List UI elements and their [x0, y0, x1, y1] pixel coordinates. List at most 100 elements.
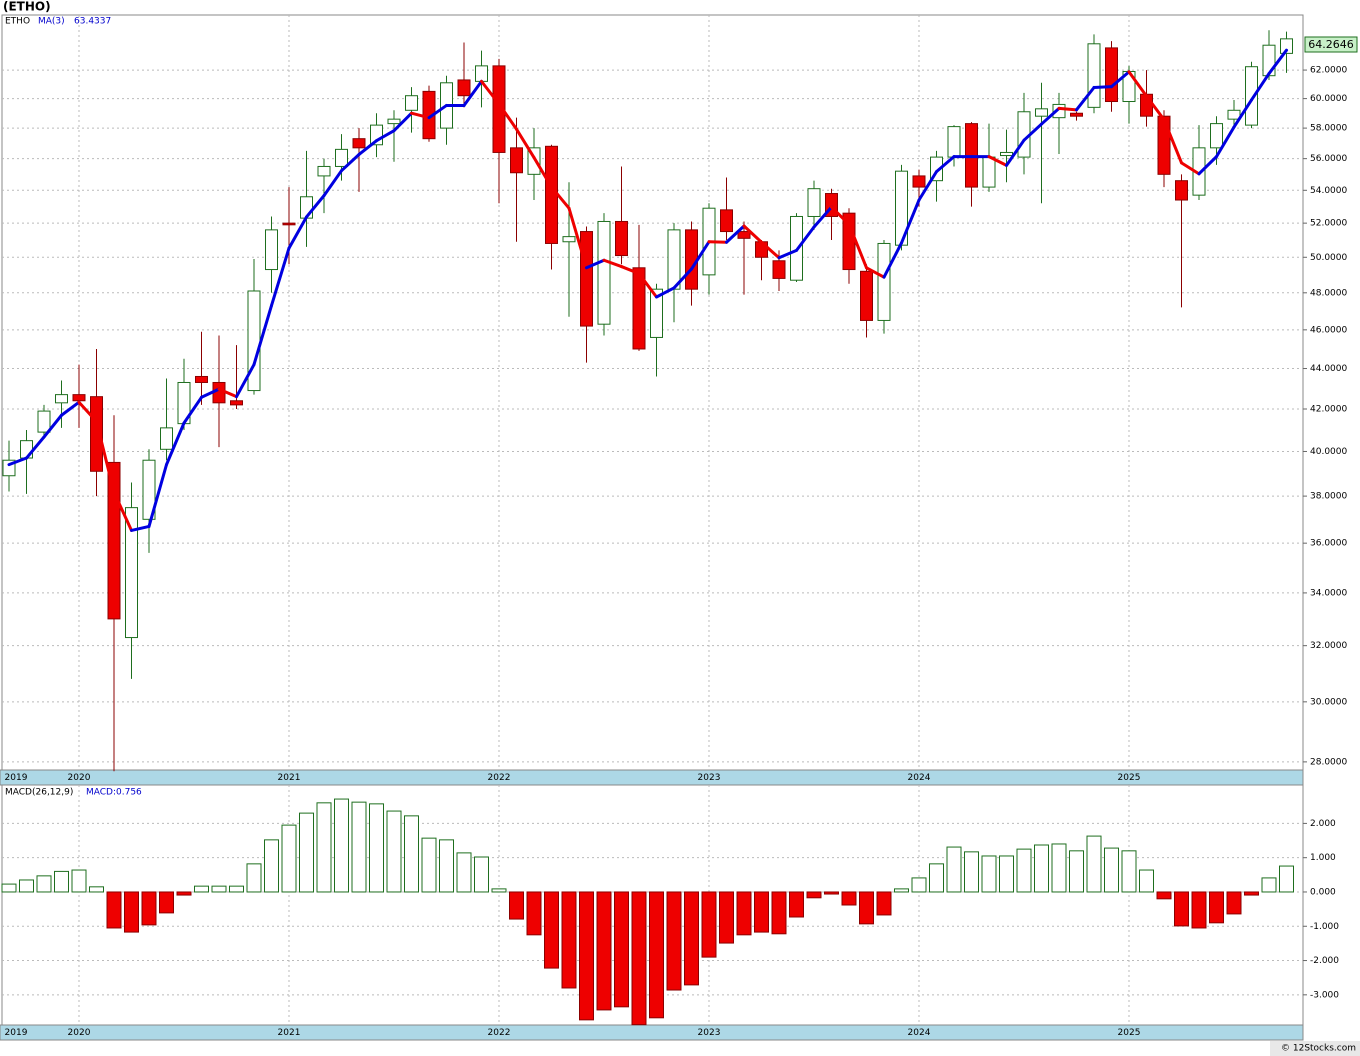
- ma-segment: [340, 152, 361, 173]
- symbol: ETHO: [5, 17, 30, 27]
- ma-segment: [1145, 94, 1166, 122]
- ma-segment: [270, 246, 291, 308]
- candle-body: [632, 267, 646, 350]
- candle-body: [1175, 180, 1188, 201]
- candle-body: [142, 459, 156, 520]
- candle-body: [685, 229, 698, 290]
- macd-bar: [264, 839, 279, 893]
- macd-bar: [789, 891, 804, 918]
- ma-segment: [252, 304, 273, 367]
- x-tick-label: 2025: [1118, 1028, 1141, 1038]
- y-tick-label: 48.0000: [1310, 288, 1347, 298]
- macd-bar: [561, 891, 577, 989]
- macd-bar: [281, 824, 297, 893]
- macd-bar: [509, 891, 524, 920]
- ma-segment: [637, 272, 658, 299]
- x-tick-label: 2023: [698, 773, 721, 783]
- candle-body: [615, 220, 628, 257]
- ma-segment: [882, 241, 903, 279]
- macd-bar: [1226, 891, 1242, 915]
- ma-segment: [1092, 85, 1113, 90]
- x-tick-label: 2023: [698, 1028, 721, 1038]
- macd-bar: [1191, 891, 1207, 929]
- ma-segment: [1057, 106, 1078, 112]
- x-tick-label: 2021: [278, 773, 301, 783]
- candle-body: [37, 410, 51, 433]
- candle-body: [230, 400, 243, 406]
- macd-bar: [701, 891, 717, 958]
- ma-segment: [725, 224, 746, 244]
- macd-bar: [1261, 877, 1277, 893]
- macd-bar: [1209, 891, 1224, 924]
- candle-body: [667, 229, 681, 290]
- ma-segment: [987, 155, 1008, 167]
- ma-segment: [690, 240, 711, 271]
- macd-bar: [299, 812, 314, 893]
- candle-body: [562, 236, 576, 243]
- ma-segment: [392, 111, 413, 133]
- y-tick-label: 44.0000: [1310, 364, 1347, 374]
- macd-bar: [579, 891, 594, 1021]
- macd-bar: [369, 803, 384, 893]
- candle-body: [807, 188, 821, 217]
- candle-body: [457, 79, 471, 97]
- ma-name: MA(3): [38, 17, 65, 27]
- ma-segment: [1075, 86, 1096, 112]
- macd-title: MACD(26,12,9): [5, 788, 73, 798]
- macd-bar: [824, 891, 839, 895]
- ma-segment: [1022, 122, 1043, 142]
- macd-bar: [894, 888, 909, 893]
- macd-bar: [544, 891, 559, 969]
- candle-body: [160, 427, 173, 450]
- ma-segment: [707, 240, 728, 244]
- macd-bar: [194, 885, 209, 893]
- candle-body: [125, 507, 138, 639]
- macd-bar: [439, 839, 454, 893]
- y-tick-label: -3.000: [1310, 990, 1339, 1000]
- macd-bar: [981, 855, 997, 893]
- macd-bar: [1034, 844, 1049, 893]
- candle-body: [1227, 109, 1241, 120]
- macd-bar: [1156, 891, 1172, 900]
- ma-segment: [1127, 70, 1148, 98]
- macd-bar: [36, 875, 52, 893]
- candle-body: [282, 222, 296, 226]
- ma-segment: [550, 185, 571, 210]
- macd-bar: [1104, 847, 1119, 893]
- macd-bar: [859, 891, 874, 925]
- candle-body: [317, 165, 331, 177]
- candle-body: [877, 242, 891, 321]
- y-tick-label: 62.0000: [1310, 66, 1347, 76]
- macd-bar: [736, 891, 752, 936]
- candle-body: [72, 394, 86, 402]
- candle-body: [20, 440, 33, 459]
- y-tick-label: 50.0000: [1310, 253, 1347, 263]
- candle-body: [265, 229, 278, 271]
- ma-segment: [427, 103, 448, 120]
- ma-segment: [165, 421, 186, 467]
- ma-segment: [602, 258, 623, 269]
- macd-bar: [631, 891, 647, 1026]
- ma-segment: [795, 225, 816, 252]
- macd-bar: [596, 891, 612, 1011]
- macd-bar: [666, 891, 682, 991]
- x-tick-label: 2022: [488, 773, 511, 783]
- x-tick-label: 2019: [5, 773, 28, 783]
- ma-segment: [182, 395, 203, 425]
- macd-bar: [316, 802, 332, 893]
- candle-body: [860, 270, 873, 321]
- candle-body: [737, 231, 751, 239]
- ma-segment: [1180, 161, 1201, 176]
- candle-body: [982, 156, 996, 188]
- candle-body: [492, 65, 506, 153]
- chart-title: (ETHO): [3, 0, 51, 14]
- candle-body: [650, 288, 663, 338]
- macd-bar: [1086, 835, 1102, 893]
- ma-segment: [777, 248, 798, 260]
- ma-segment: [305, 194, 326, 219]
- candle-body: [475, 65, 488, 82]
- candle-body: [107, 461, 121, 620]
- macd-bar: [771, 891, 787, 935]
- macd-bar: [1174, 891, 1189, 927]
- date-band: [0, 1024, 1304, 1041]
